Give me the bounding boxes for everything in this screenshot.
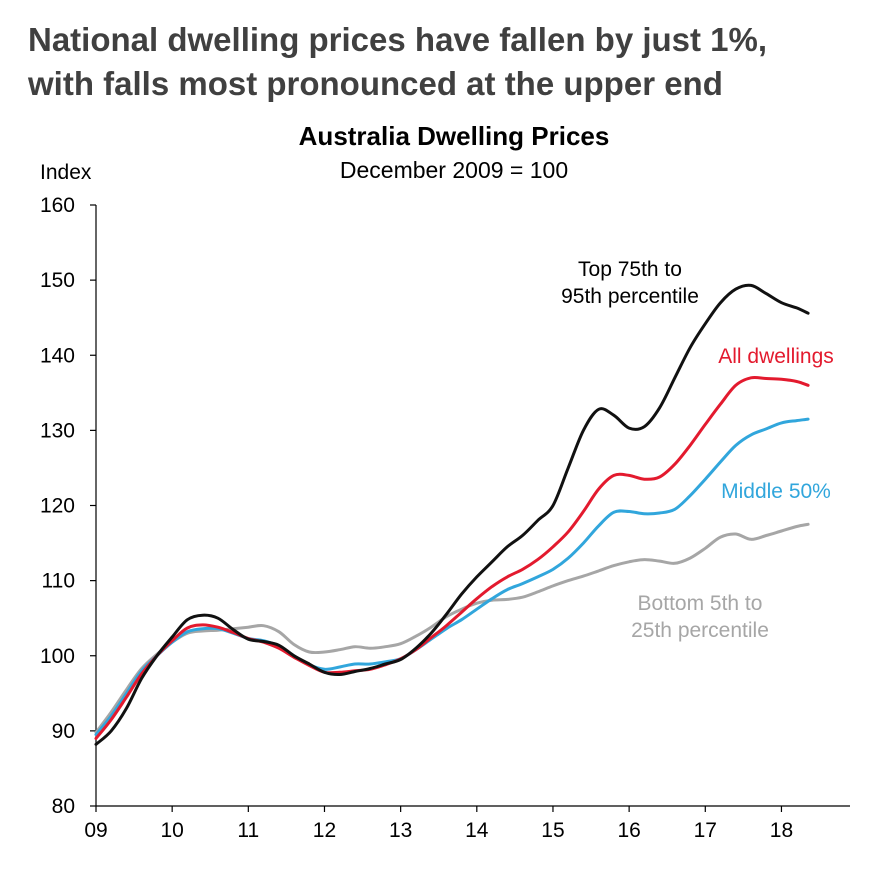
y-tick-label: 160 [40, 194, 75, 217]
series-line-all-dwellings [94, 375, 810, 740]
y-tick-label: 150 [40, 269, 75, 292]
x-tick-label: 18 [770, 819, 793, 842]
series-label-all-dwellings: All dwellings [718, 345, 834, 368]
x-tick-label: 17 [694, 819, 717, 842]
headline-line-1: National dwelling prices have fallen by … [28, 21, 768, 58]
y-tick-label: 90 [52, 720, 75, 743]
x-tick-label: 11 [237, 819, 259, 842]
y-tick-label: 120 [40, 495, 75, 518]
y-tick-label: 140 [40, 344, 75, 367]
chart-subtitle: December 2009 = 100 [340, 157, 568, 183]
y-axis-label: Index [40, 161, 92, 184]
series-line-bottom-5th-to-25th-percentile [94, 522, 810, 734]
series-label-bottom-5th-to-25th-percentile: Bottom 5th to [638, 592, 763, 615]
series-line-top-75th-to-95th-percentile [94, 283, 810, 746]
y-tick-label: 80 [52, 795, 75, 818]
x-tick-label: 09 [84, 819, 107, 842]
series-layer [94, 283, 810, 746]
series-label-middle-50: Middle 50% [721, 480, 831, 503]
x-tick-label: 10 [160, 819, 183, 842]
headline: National dwelling prices have fallen by … [28, 18, 868, 106]
y-tick-label: 130 [40, 419, 75, 442]
x-tick-label: 15 [541, 819, 564, 842]
axes: 80 90 100 110 120 130 140 150 160 09 10 11 12 13 14 15 1… [40, 194, 850, 842]
x-tick-label: 14 [465, 819, 489, 842]
headline-line-2: with falls most pronounced at the upper … [28, 65, 723, 102]
x-tick-label: 16 [617, 819, 640, 842]
chart-title: Australia Dwelling Prices [299, 121, 610, 151]
x-tick-label: 13 [389, 819, 412, 842]
series-line-middle-50 [94, 417, 810, 737]
y-tick-label: 100 [40, 645, 75, 668]
series-label-top-75th-to-95th-percentile: 95th percentile [561, 285, 699, 308]
y-tick-label: 110 [42, 570, 75, 593]
series-label-top-75th-to-95th-percentile: Top 75th to [578, 258, 682, 281]
series-labels: Bottom 5th to 25th percentile Middle 50% Al… [561, 258, 834, 642]
series-label-bottom-5th-to-25th-percentile: 25th percentile [631, 619, 769, 642]
x-tick-label: 12 [313, 819, 336, 842]
